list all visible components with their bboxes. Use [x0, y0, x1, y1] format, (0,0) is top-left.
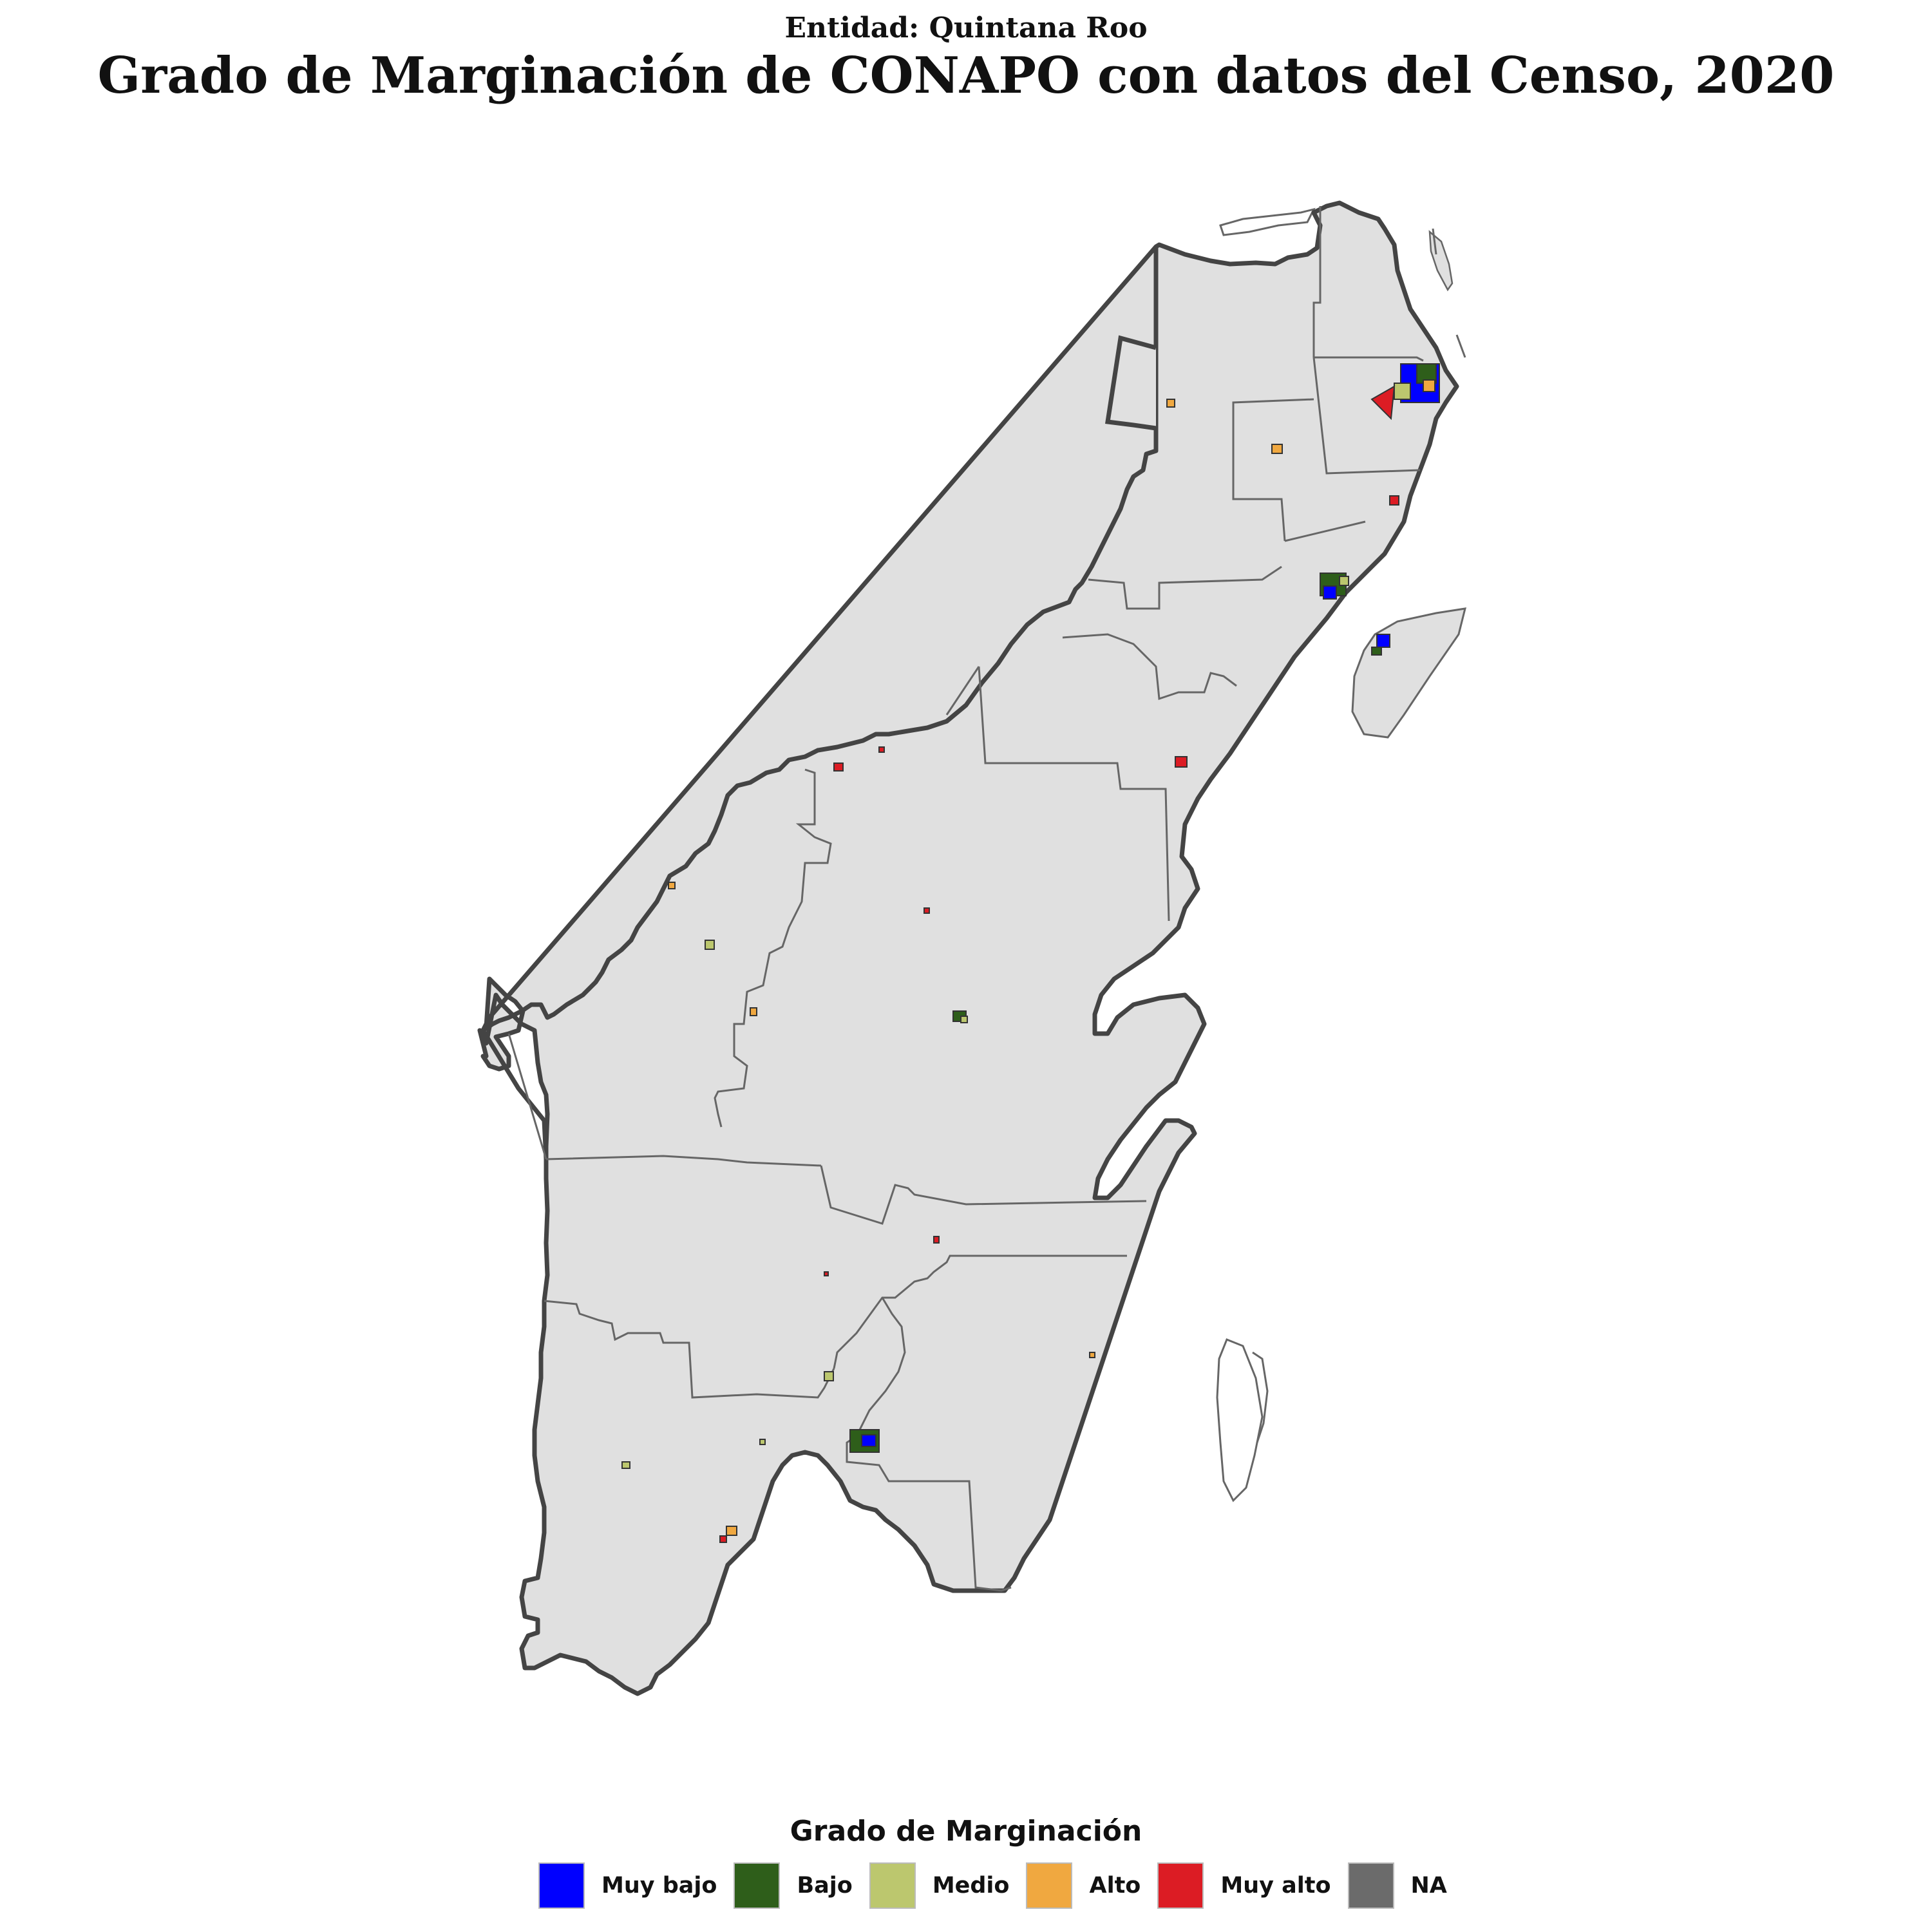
- mark-leona-vicario: [1271, 444, 1283, 454]
- mark-sw-alto: [726, 1526, 737, 1536]
- boundary-8: [978, 666, 1170, 922]
- mark-fcp-medio: [960, 1016, 968, 1023]
- legend-swatch: [1026, 1862, 1073, 1909]
- legend: Muy bajo Bajo Medio Alto Muy alto NA: [538, 1861, 1464, 1910]
- map-title: Grado de Marginación de CONAPO con datos…: [97, 46, 1835, 105]
- legend-label: Medio: [932, 1873, 1010, 1899]
- legend-label: Bajo: [797, 1873, 853, 1899]
- municipal-boundaries: [507, 206, 1424, 1592]
- state-notch-nw: [1104, 335, 1157, 431]
- island-north-spit: [1219, 207, 1316, 236]
- mark-pm: [1389, 495, 1399, 506]
- island-chinchorro-east: [1252, 1351, 1269, 1443]
- boundary-12: [820, 1165, 1147, 1225]
- mark-sw-medio: [621, 1461, 630, 1469]
- map-subtitle: Entidad: Quintana Roo: [784, 12, 1148, 44]
- legend-item: Alto: [1026, 1862, 1141, 1909]
- mark-mahahual: [1089, 1352, 1095, 1358]
- legend-item: NA: [1347, 1862, 1447, 1909]
- mark-pdc-medio: [1339, 576, 1349, 586]
- mark-cozumel-green: [1371, 647, 1382, 656]
- mark-w-alto2: [750, 1007, 757, 1016]
- mark-chetumal-blue: [861, 1434, 876, 1447]
- legend-label: Muy bajo: [601, 1873, 717, 1899]
- legend-item: Muy bajo: [538, 1862, 717, 1909]
- boundary-4: [1232, 398, 1314, 542]
- boundary-3: [1312, 357, 1421, 475]
- state-quintana-roo: [477, 200, 1459, 1696]
- mark-nw-red: [833, 762, 844, 772]
- legend-item: Bajo: [734, 1862, 853, 1909]
- mark-pdc-blue: [1323, 585, 1337, 600]
- mark-bacalar: [824, 1371, 834, 1381]
- legend-swatch: [1347, 1862, 1394, 1909]
- island-cay-1: [1432, 228, 1437, 255]
- island-mujeres: [1428, 230, 1454, 292]
- boundary-15: [833, 1255, 1127, 1369]
- boundary-10: [714, 768, 832, 1128]
- boundary-6: [1088, 565, 1282, 610]
- legend-swatch: [869, 1862, 916, 1909]
- boundary-14: [544, 1300, 835, 1399]
- mark-km-nw: [1166, 399, 1175, 408]
- state-west-bulge: [481, 1029, 549, 1160]
- mark-s-red: [933, 1236, 940, 1244]
- legend-item: Medio: [869, 1862, 1010, 1909]
- state-west-border: [482, 247, 1159, 1032]
- mark-s-medio: [759, 1439, 766, 1445]
- settlement-marks: [621, 363, 1440, 1543]
- mark-tulum: [1175, 756, 1188, 768]
- island-cozumel: [1351, 607, 1467, 739]
- legend-item: Muy alto: [1157, 1862, 1331, 1909]
- mark-s-red2: [824, 1271, 829, 1276]
- legend-label: NA: [1410, 1873, 1447, 1899]
- boundary-9: [945, 666, 980, 715]
- legend-label: Alto: [1089, 1873, 1141, 1899]
- mark-cancun-medio: [1394, 383, 1411, 400]
- legend-swatch: [734, 1862, 781, 1909]
- mark-cancun-alto: [1423, 379, 1435, 392]
- mark-sw-red: [719, 1535, 727, 1543]
- mark-w-alto: [668, 882, 676, 889]
- boundary-2: [1314, 356, 1424, 362]
- mark-w-medio: [705, 940, 715, 950]
- mark-cancun-red: [1370, 385, 1396, 421]
- legend-title: Grado de Marginación: [790, 1815, 1142, 1848]
- mark-cozumel-blue: [1376, 634, 1390, 648]
- boundary-7: [1062, 633, 1237, 701]
- island-chinchorro: [1216, 1338, 1264, 1502]
- legend-swatch: [1157, 1862, 1204, 1909]
- legend-swatch: [538, 1862, 585, 1909]
- boundary-1: [1312, 206, 1321, 357]
- mark-nw-red2: [878, 746, 885, 753]
- mark-c-red: [923, 907, 930, 914]
- legend-label: Muy alto: [1220, 1873, 1331, 1899]
- boundary-5: [1284, 520, 1366, 542]
- island-cay-2: [1455, 334, 1466, 358]
- boundary-13: [507, 1033, 547, 1160]
- boundary-11: [545, 1155, 822, 1167]
